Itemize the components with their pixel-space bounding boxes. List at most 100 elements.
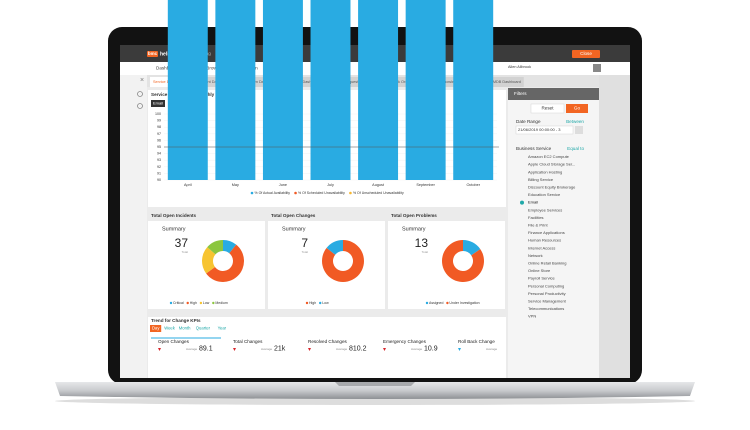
trend-arrow [383, 348, 386, 351]
service-option[interactable]: Online Retail Banking [528, 260, 566, 265]
side-rail [120, 75, 147, 378]
service-option[interactable]: Amazon EC2 Compute [528, 154, 570, 159]
right-gutter [599, 75, 630, 378]
period[interactable]: Day [152, 326, 160, 331]
kpi-name: Total Changes [233, 339, 263, 344]
legend-swatch [212, 301, 215, 305]
close-icon: × [140, 77, 144, 84]
donut-segment [206, 244, 245, 283]
calendar-button[interactable] [575, 126, 583, 134]
x-tick-label: June [279, 183, 287, 187]
user-name: Allen Allbrook [508, 65, 531, 69]
legend-swatch [199, 301, 203, 305]
date-value: 21/06/2019 00:00:00 - 3 [518, 127, 561, 132]
service-option[interactable]: Facilities [528, 215, 544, 220]
service-option[interactable]: Billing Service [528, 177, 554, 182]
tab-label: Incident Dashboard [197, 80, 230, 84]
service-option[interactable]: Education Service [528, 192, 561, 197]
brand: bmc [148, 51, 158, 56]
summary-total-label: Total [302, 250, 309, 254]
period[interactable]: Month [179, 326, 191, 331]
summary-label: Summary [402, 226, 426, 232]
search-button[interactable] [593, 64, 601, 72]
kpi-name: Resolved Changes [308, 339, 348, 344]
service-option[interactable]: Human Resources [528, 238, 561, 243]
refresh-icon[interactable] [137, 103, 143, 109]
service-option[interactable]: Discount Equity Brokerage [528, 184, 576, 189]
filters-title: Filters [514, 91, 527, 96]
nav-item[interactable]: Browse [206, 66, 222, 71]
summary-label: Summary [162, 226, 186, 232]
service-operator: Equal to [567, 146, 584, 151]
service-option[interactable]: Employee Services [528, 207, 562, 212]
service-option[interactable]: Telecommunications [528, 306, 564, 311]
email-button[interactable] [151, 100, 165, 107]
y-tick-label: 98 [157, 125, 161, 129]
period[interactable]: Year [218, 326, 227, 331]
legend-swatch [446, 301, 449, 305]
summary-total: 13 [415, 236, 429, 250]
y-tick-label: 95 [157, 145, 161, 149]
summary-total-label: Total [182, 250, 189, 254]
legend-swatch [305, 301, 309, 305]
legend-swatch [294, 191, 297, 195]
legend-label: High [309, 301, 316, 305]
x-tick-label: August [372, 183, 385, 187]
close-button[interactable] [572, 50, 600, 58]
summary-total: 7 [301, 236, 308, 250]
kpi-value: 21k [274, 345, 286, 352]
legend-swatch [349, 191, 352, 195]
nav-item[interactable]: Dashboard [156, 66, 179, 71]
service-option[interactable]: Personal Computing [528, 283, 564, 288]
bar-segment [215, 0, 256, 180]
service-option[interactable]: VPN [528, 314, 536, 319]
date-operator: Between [566, 119, 584, 124]
kpi-panel [148, 317, 506, 378]
service-option[interactable]: Finance Applications [528, 230, 565, 235]
service-label: Business Service [516, 146, 552, 151]
service-option[interactable]: Payroll Service [528, 276, 555, 281]
legend-label: Low [203, 301, 210, 305]
reset-button[interactable] [530, 103, 565, 114]
service-option[interactable]: Service Management [528, 298, 567, 303]
close-label: Close [580, 51, 592, 56]
y-tick-label: 93 [157, 158, 161, 162]
period[interactable]: Week [164, 326, 176, 331]
kpi-avg: Average [411, 347, 422, 351]
bar-segment [310, 0, 351, 180]
tab[interactable] [327, 77, 387, 87]
tab-label: Change Dashboard [288, 80, 321, 84]
legend-label: % Of Scheduled Unavailability [298, 191, 345, 195]
service-option[interactable]: Email [528, 200, 538, 205]
settings-icon[interactable] [137, 91, 143, 97]
period[interactable]: Quarter [196, 326, 211, 331]
product: helix [160, 51, 172, 57]
donut-title: Total Open Problems [391, 213, 437, 218]
go-button[interactable] [566, 104, 588, 113]
tab[interactable] [285, 77, 326, 87]
service-option[interactable]: Application Hosting [528, 169, 562, 174]
email-label: Email [153, 101, 163, 106]
laptop-base [55, 382, 695, 399]
trend-arrow [233, 348, 236, 351]
legend-label: Medium [215, 301, 228, 305]
legend-label: Low [322, 301, 329, 305]
service-option[interactable]: File & Print [528, 222, 548, 227]
bar-segment [405, 0, 446, 180]
tab-label: Service Request Dashboard [330, 80, 378, 84]
service-option[interactable]: Personal Productivity [528, 291, 566, 296]
tab[interactable] [240, 77, 284, 87]
legend-swatch [425, 301, 429, 305]
tab[interactable] [487, 77, 524, 87]
service-option[interactable]: Internet Access [528, 245, 555, 250]
kpi-avg: Average [186, 347, 197, 351]
y-tick-label: 91 [157, 171, 161, 175]
date-input[interactable] [515, 125, 574, 135]
kpi-avg: Average [261, 347, 272, 351]
service-option[interactable]: Online Store [528, 268, 551, 273]
service-option[interactable]: Network [528, 253, 543, 258]
summary-total: 37 [175, 236, 189, 250]
service-option[interactable]: Apple Cloud Storage Ser... [528, 162, 575, 167]
donut-segment [326, 240, 343, 255]
x-tick-label: April [184, 183, 192, 187]
